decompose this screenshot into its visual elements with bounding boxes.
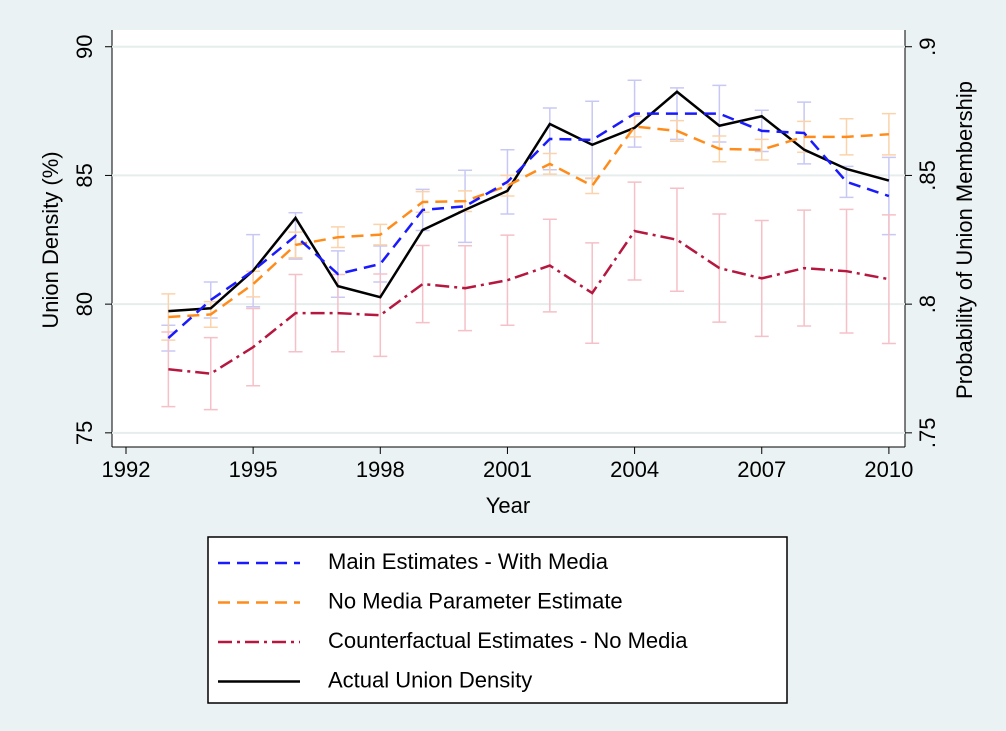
x-tick-label: 1998: [356, 457, 405, 482]
legend-label: Actual Union Density: [328, 667, 532, 692]
y-tick-label: 85: [72, 163, 97, 187]
y-tick-label: 80: [72, 292, 97, 316]
x-tick-label: 2001: [483, 457, 532, 482]
legend-label: No Media Parameter Estimate: [328, 588, 623, 613]
legend-label: Main Estimates - With Media: [328, 549, 609, 574]
error-bar: [669, 187, 684, 293]
y2-tick-label: .85: [915, 160, 940, 191]
y-tick-label: 90: [72, 34, 97, 58]
x-tick-label: 2010: [864, 457, 913, 482]
y2-tick-label: .8: [915, 295, 940, 313]
error-bar: [881, 214, 896, 345]
y-axis-title: Union Density (%): [38, 151, 63, 328]
y2-tick-label: .9: [915, 38, 940, 56]
error-bar: [754, 138, 769, 161]
y2-tick-label: .75: [915, 418, 940, 449]
series-line: [168, 229, 890, 375]
error-bar: [415, 244, 430, 324]
x-tick-label: 1995: [229, 457, 278, 482]
plot-area: [112, 30, 905, 447]
error-bar: [203, 336, 218, 411]
x-tick-label: 2004: [610, 457, 659, 482]
error-bar: [373, 273, 388, 358]
series-line: [167, 112, 890, 340]
legend-label: Counterfactual Estimates - No Media: [328, 628, 688, 653]
y2-axis-title: Probability of Union Membership: [952, 81, 977, 399]
series-line: [168, 90, 890, 313]
y-tick-label: 75: [72, 421, 97, 445]
x-tick-label: 1992: [102, 457, 151, 482]
error-bar: [500, 174, 515, 197]
error-bar: [161, 331, 176, 408]
legend: [207, 536, 788, 704]
x-axis-title: Year: [486, 493, 530, 518]
x-tick-label: 2007: [737, 457, 786, 482]
series-line: [168, 125, 889, 319]
